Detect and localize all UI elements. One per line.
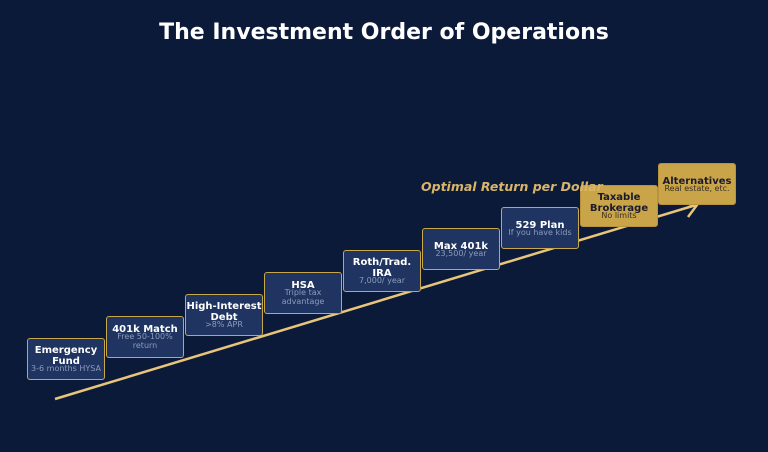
step-box: Roth/Trad. IRA 7,000/ year	[343, 250, 421, 292]
step-title: 401k Match	[112, 324, 178, 335]
step-subtitle: Real estate, etc.	[664, 183, 730, 193]
step-box: 401k Match Free 50-100% return	[106, 316, 184, 358]
arrow-label: Optimal Return per Dollar	[421, 179, 603, 194]
step-subtitle: Free 50-100% return	[117, 332, 173, 350]
step-title: Emergency Fund	[34, 345, 98, 367]
step-subtitle: If you have kids	[508, 227, 572, 237]
step-box: HSA Triple tax advantage	[264, 272, 342, 314]
step-subtitle: 23,500/ year	[435, 248, 487, 258]
step-subtitle: No limits	[601, 211, 637, 220]
step-title: High-Interest Debt	[186, 301, 262, 323]
title: The Investment Order of Operations	[159, 20, 609, 45]
step-title: Alternatives	[662, 175, 732, 187]
step-title: Max 401k	[433, 240, 489, 252]
step-box: High-Interest Debt >8% APR	[185, 294, 263, 336]
arrow-head	[681, 201, 700, 218]
step-subtitle: Triple tax advantage	[281, 288, 325, 306]
step-box: 529 Plan If you have kids	[501, 207, 579, 249]
step-box: Max 401k 23,500/ year	[422, 228, 500, 270]
step-title: Taxable Brokerage	[589, 192, 649, 214]
step-title: Roth/Trad. IRA	[352, 257, 412, 279]
step-box: Taxable Brokerage No limits	[580, 185, 658, 227]
growth-arrow	[54, 203, 697, 401]
step-box: Alternatives Real estate, etc.	[658, 163, 736, 205]
step-subtitle: 3-6 months HYSA	[31, 364, 101, 373]
step-box: Emergency Fund 3-6 months HYSA	[27, 338, 105, 380]
step-title: 529 Plan	[515, 219, 565, 231]
step-title: HSA	[291, 280, 315, 291]
step-subtitle: >8% APR	[205, 320, 243, 329]
step-subtitle: 7,000/ year	[359, 276, 405, 285]
